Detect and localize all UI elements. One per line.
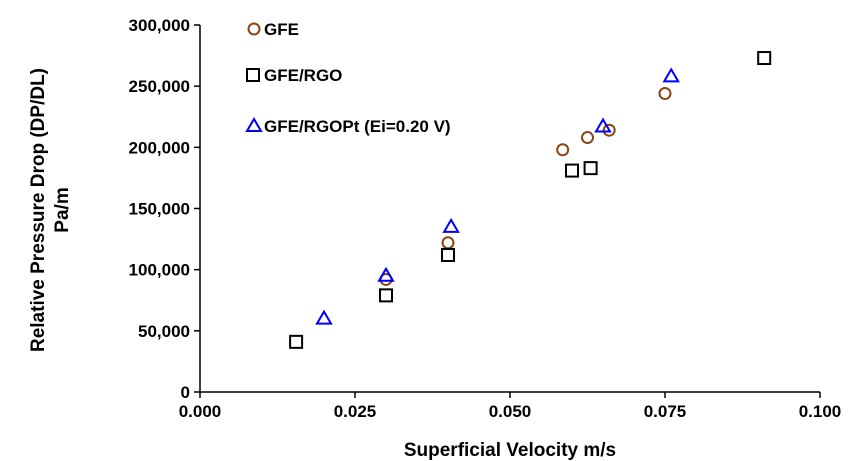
data-point-square — [289, 334, 304, 349]
data-point-circle — [581, 131, 594, 145]
data-point-triangle — [315, 309, 333, 325]
y-tick-label: 200,000 — [129, 138, 190, 157]
x-tick-label: 0.050 — [489, 402, 532, 421]
y-tick-label: 150,000 — [129, 200, 190, 219]
data-point-triangle — [662, 67, 680, 83]
y-tick-label: 0 — [181, 383, 190, 402]
data-point-triangle — [442, 217, 460, 233]
y-axis-title-line-2: Pa/m — [52, 187, 73, 232]
data-point-circle — [441, 236, 455, 250]
x-tick-label: 0.100 — [799, 402, 842, 421]
legend-label-gfe-rgo: GFE/RGO — [264, 66, 342, 85]
legend-marker-gfe — [247, 22, 261, 36]
legend-label-gfe-rgopt: GFE/RGOPt (Ei=0.20 V) — [264, 117, 451, 136]
series-2 — [315, 67, 680, 325]
x-axis-title: Superficial Velocity m/s — [404, 440, 616, 461]
data-point-square — [379, 288, 393, 303]
data-series — [289, 51, 772, 349]
data-point-circle — [556, 143, 570, 157]
y-axis-title-line-1: Relative Pressure Drop (DP/DL) — [28, 68, 49, 352]
x-tick-label: 0.000 — [179, 402, 222, 421]
data-point-triangle — [377, 266, 395, 282]
data-point-triangle — [594, 117, 612, 133]
data-point-square — [565, 163, 579, 178]
y-axis-ticks: 0 50,000 100,000 150,000 200,000 250,000 300,0… — [129, 16, 200, 402]
data-point-square — [757, 51, 772, 66]
series-1 — [289, 51, 772, 349]
data-point-square — [441, 247, 455, 262]
y-tick-label: 300,000 — [129, 16, 190, 35]
x-tick-label: 0.025 — [334, 402, 377, 421]
y-axis-title: Relative Pressure Drop (DP/DL) Pa/m — [28, 68, 73, 352]
y-tick-label: 100,000 — [129, 261, 190, 280]
data-point-circle — [602, 123, 616, 137]
legend-marker-gfe-rgo — [246, 68, 260, 82]
legend-label-gfe: GFE — [264, 20, 299, 39]
x-tick-label: 0.075 — [644, 402, 687, 421]
data-point-square — [583, 161, 598, 176]
legend: GFE GFE/RGO GFE/RGOPt (Ei=0.20 V) — [245, 20, 451, 136]
legend-marker-gfe-rgopt — [245, 117, 263, 132]
x-axis-ticks: 0.000 0.025 0.050 0.075 0.100 — [179, 392, 842, 421]
y-tick-label: 250,000 — [129, 77, 190, 96]
y-tick-label: 50,000 — [138, 322, 190, 341]
data-point-circle — [658, 87, 672, 101]
